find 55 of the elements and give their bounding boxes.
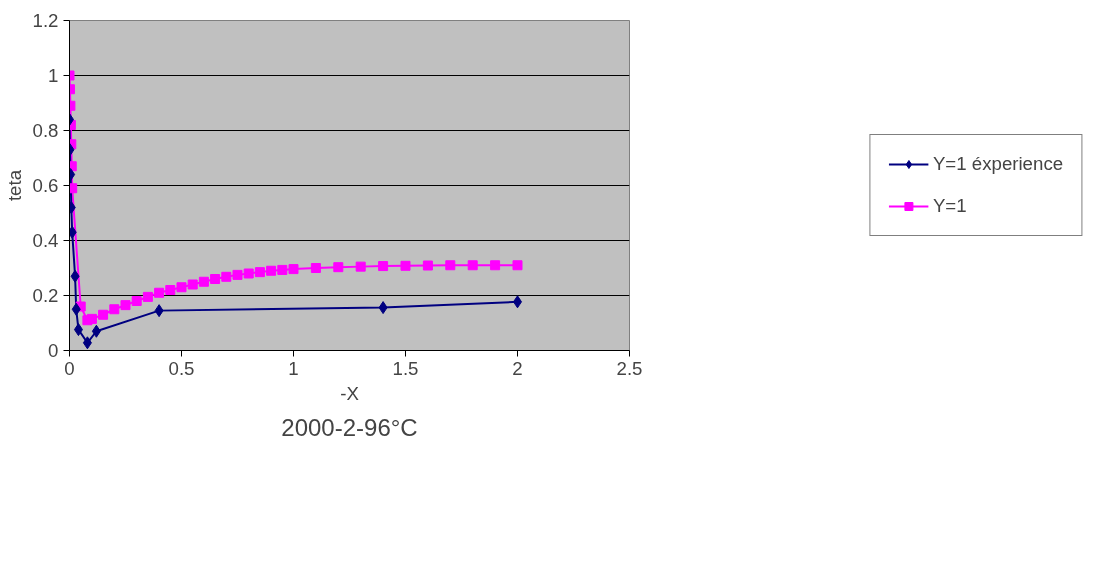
point: [70, 269, 80, 283]
point: [210, 274, 221, 284]
point: [131, 296, 142, 306]
point: [71, 302, 81, 316]
point: [378, 261, 389, 272]
y-tick-label: 0.6: [32, 175, 59, 196]
point: [98, 309, 109, 320]
y-tick-label: 1: [48, 65, 59, 86]
legend-label: Y=1 éxperience: [932, 153, 1064, 175]
y-tick-label: 0.4: [32, 230, 59, 251]
point: [165, 285, 176, 295]
point: [266, 265, 277, 276]
x-tick-label: 0.5: [168, 357, 195, 379]
point: [154, 287, 165, 298]
x-tick-label: 1: [288, 357, 299, 379]
point: [221, 271, 232, 282]
point: [109, 304, 120, 315]
point: [490, 260, 501, 271]
y-axis-title: teta: [3, 169, 25, 202]
x-tick-label: 1.5: [392, 357, 419, 379]
x-tick-label: 2: [512, 357, 523, 379]
point: [154, 304, 164, 318]
point: [400, 260, 411, 271]
point: [277, 264, 288, 275]
legend-label: Y=1: [932, 195, 967, 217]
point: [445, 260, 456, 271]
point: [378, 301, 388, 315]
point: [86, 313, 97, 324]
point: [187, 279, 198, 290]
point: [254, 267, 265, 278]
point: [73, 323, 83, 337]
x-axis-title: -X: [340, 382, 360, 404]
y-tick-label: 1.2: [32, 10, 59, 31]
text: 2000-2-96°C: [281, 413, 418, 441]
y-tick-label: 0: [48, 340, 59, 361]
point: [120, 300, 131, 311]
point: [512, 260, 523, 271]
point: [310, 263, 321, 273]
y-tick-label: 0.8: [32, 120, 59, 141]
point: [91, 324, 101, 338]
point: [232, 269, 243, 280]
point: [422, 260, 433, 271]
point: [288, 264, 299, 275]
point: [82, 336, 92, 350]
x-tick-label: 2.5: [616, 357, 643, 379]
point: [467, 260, 478, 271]
point: [198, 276, 209, 287]
point: [355, 261, 366, 272]
point: [142, 291, 153, 302]
y-tick-label: 0.2: [32, 285, 59, 306]
point: [176, 282, 187, 293]
point: [333, 262, 344, 273]
point: [69, 183, 78, 194]
x-tick-label: 0: [64, 357, 75, 379]
point: [243, 268, 254, 279]
